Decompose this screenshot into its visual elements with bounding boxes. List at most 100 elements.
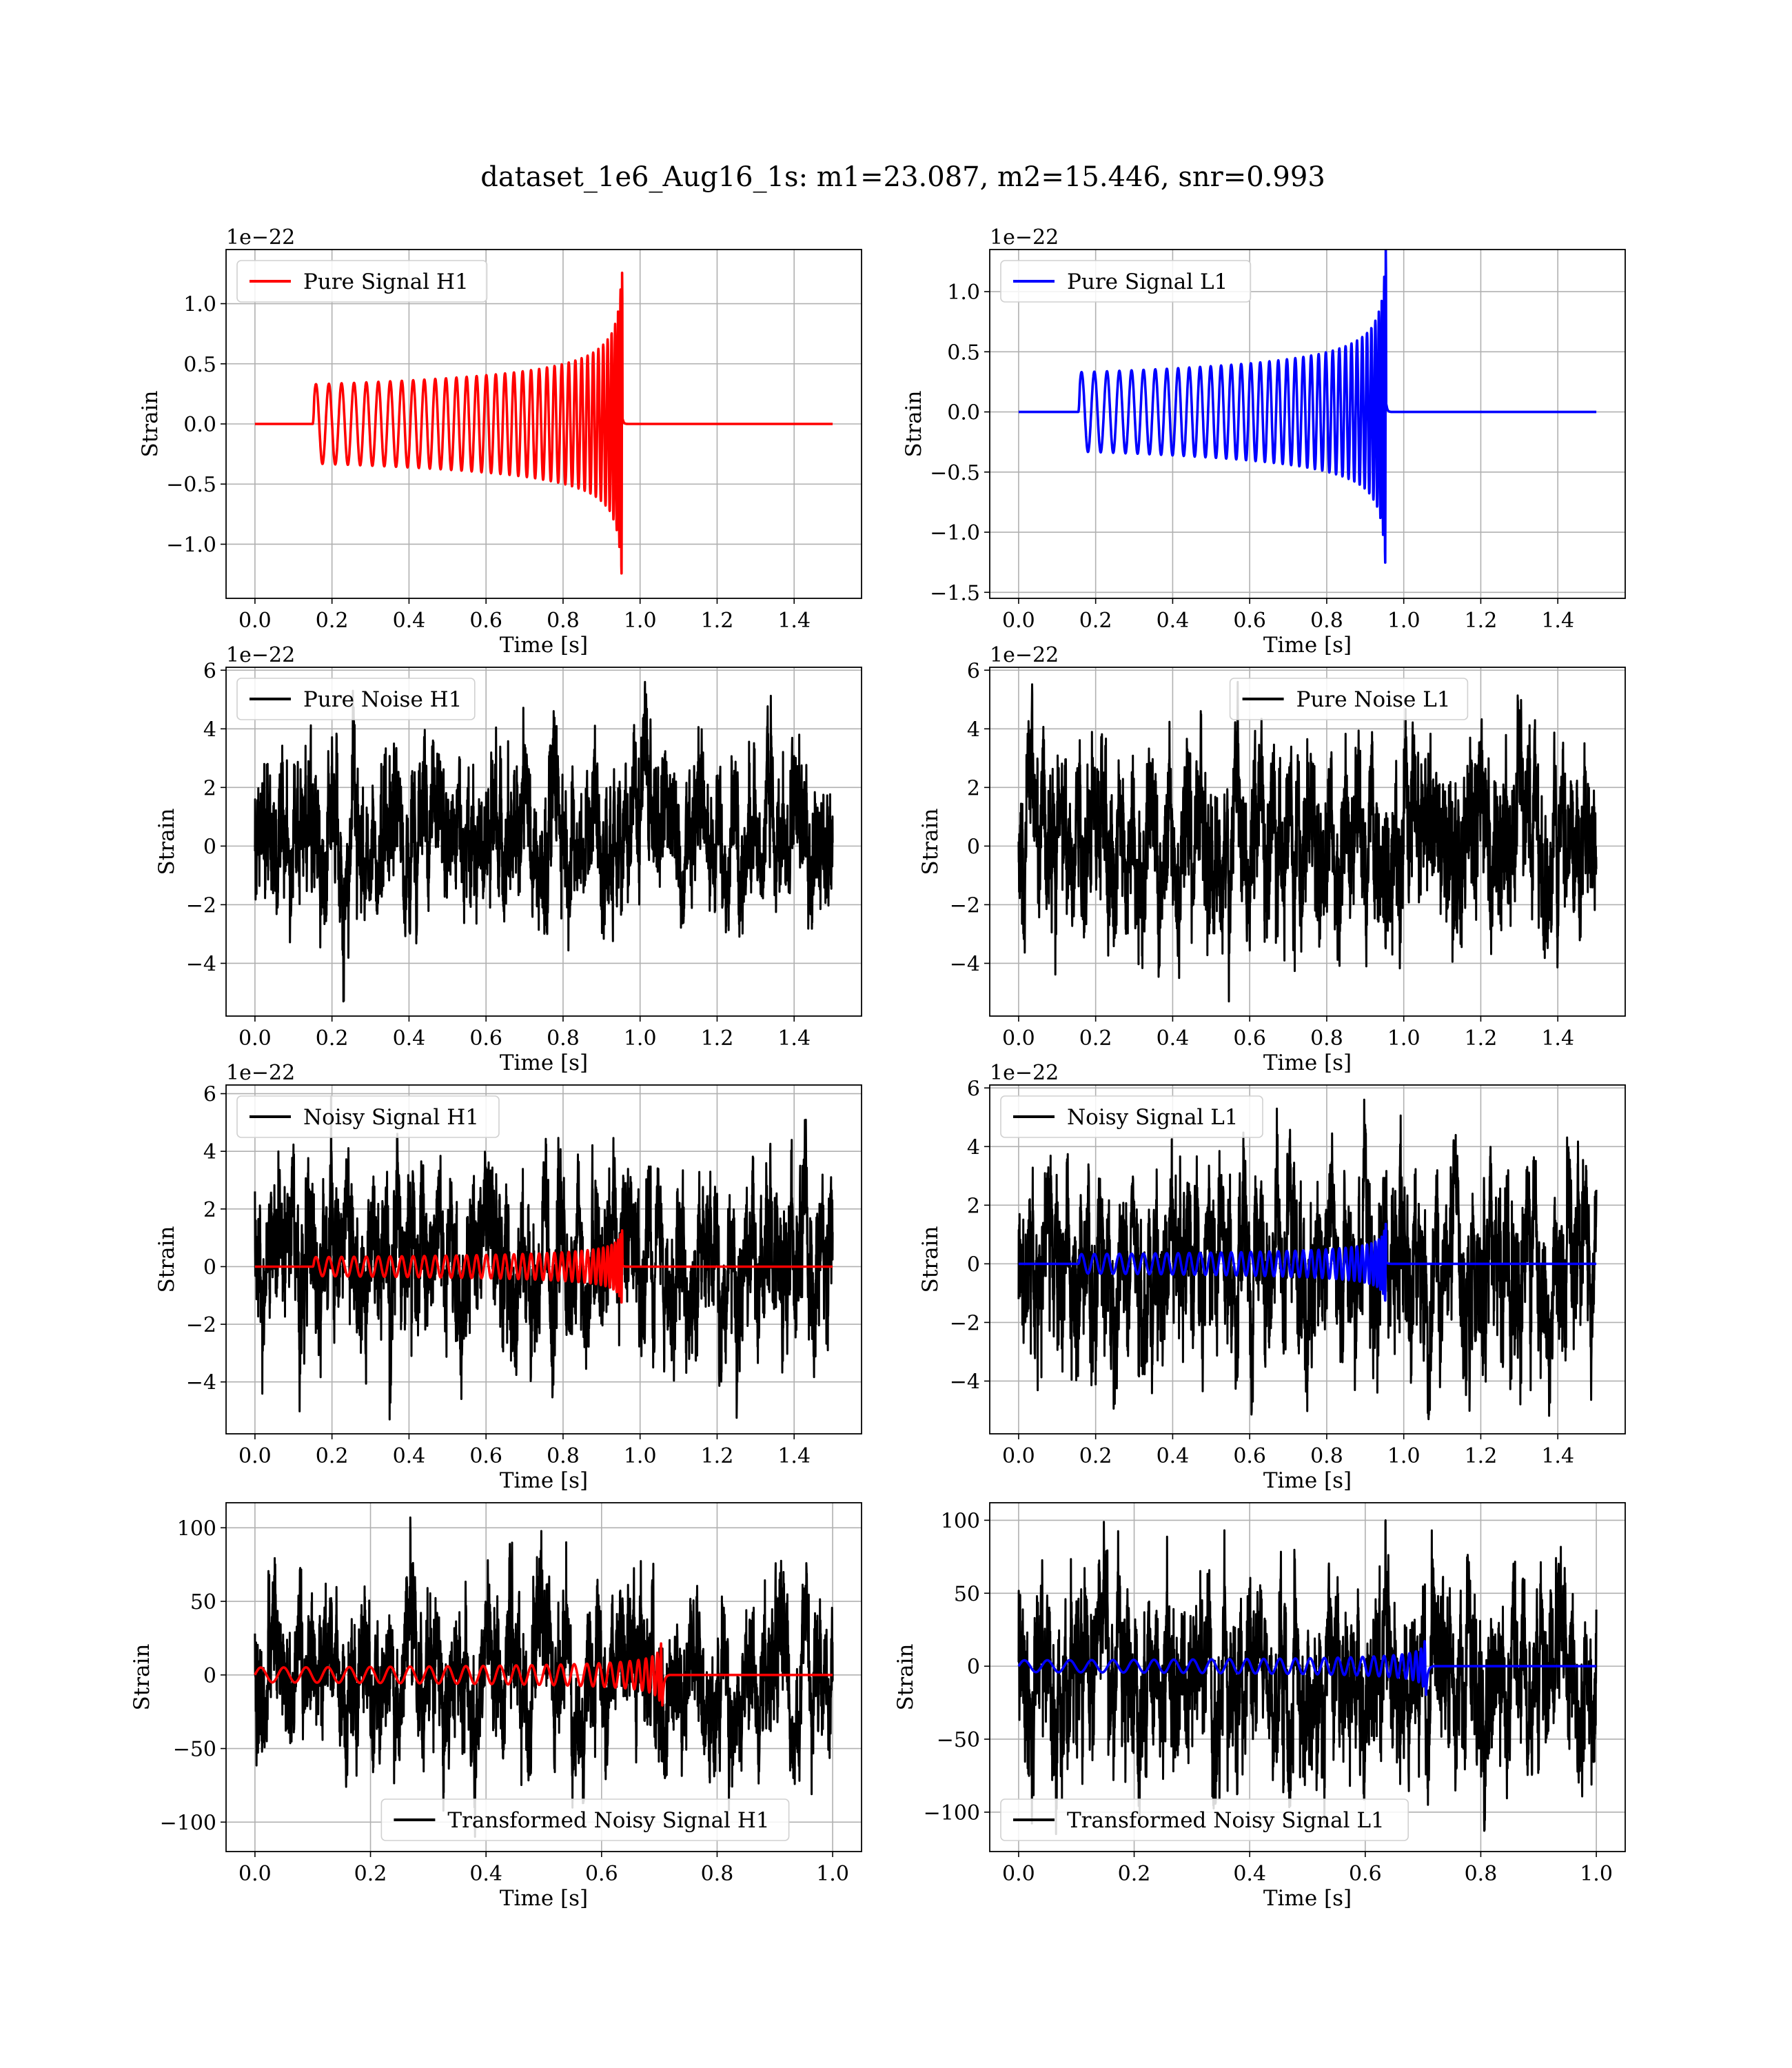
y-tick-label: −50 [937, 1728, 980, 1752]
y-tick-label: −4 [950, 952, 980, 976]
x-tick-label: 0.2 [316, 1026, 349, 1051]
offset-multiplier: 1e−22 [226, 643, 295, 667]
x-tick-label: 1.0 [1580, 1862, 1613, 1886]
series-line-noise [1017, 1519, 1598, 1836]
y-tick-label: 0.0 [947, 401, 980, 425]
x-tick-label: 0.0 [238, 1444, 272, 1468]
x-tick-label: 0.4 [1157, 609, 1190, 633]
plot-area [254, 680, 834, 1003]
axes-frame [989, 667, 1626, 1017]
series-line-signal [254, 272, 834, 575]
legend-box [236, 260, 488, 303]
x-tick-label: 1.4 [1541, 609, 1574, 633]
x-axis-label: Time [s] [500, 1051, 588, 1075]
x-tick-label: 0.2 [1118, 1862, 1151, 1886]
y-tick-label: 0 [967, 1655, 980, 1679]
plot-area [1017, 1519, 1598, 1836]
series-line-signal [1017, 1640, 1598, 1696]
legend: Noisy Signal L1 [1000, 1095, 1263, 1138]
series-line-noise [1017, 1098, 1598, 1421]
x-tick-label: 0.0 [1002, 1444, 1035, 1468]
series-line-noise [254, 1095, 834, 1421]
y-tick-label: −2 [186, 893, 216, 918]
y-tick-label: 0 [203, 1255, 216, 1279]
offset-multiplier: 1e−22 [990, 1061, 1059, 1085]
y-tick-label: 2 [967, 1194, 980, 1218]
x-tick-label: 0.2 [1079, 1026, 1112, 1051]
axis-ticks: 0.0 0.2 0.4 0.6 0.8 1.0 1.2 1.4 −1.5 −1.0 −0.5 0.0 0… [930, 281, 1574, 633]
plot-area [1017, 250, 1598, 564]
y-tick-label: 0.5 [183, 353, 216, 377]
axes-frame [225, 1084, 862, 1435]
x-tick-label: 0.8 [1465, 1862, 1498, 1886]
subplot-noisy-signal-h1: 0.0 0.2 0.4 0.6 0.8 1.0 1.2 1.4 −4 −2 0 2 4 6 Time [s]… [154, 1061, 862, 1493]
y-axis-label: Strain [893, 1644, 918, 1711]
x-tick-label: 0.2 [354, 1862, 387, 1886]
x-tick-label: 0.8 [1310, 1444, 1343, 1468]
y-tick-label: 6 [967, 659, 980, 683]
y-axis-label: Strain [130, 1644, 154, 1711]
x-tick-label: 1.0 [1387, 609, 1421, 633]
x-tick-label: 1.0 [1387, 1026, 1421, 1051]
subplot-transformed-noisy-signal-h1: 0.0 0.2 0.4 0.6 0.8 1.0 −100 −50 0 50 100 Time [s] S… [130, 1502, 862, 1911]
x-tick-label: 0.0 [1002, 609, 1035, 633]
x-tick-label: 1.2 [1465, 1026, 1498, 1051]
x-tick-label: 0.6 [1349, 1862, 1382, 1886]
x-tick-label: 0.8 [547, 609, 580, 633]
y-tick-label: 50 [954, 1582, 980, 1606]
x-tick-label: 0.0 [238, 609, 272, 633]
x-tick-label: 0.4 [1233, 1862, 1266, 1886]
x-axis-label: Time [s] [500, 633, 588, 658]
legend-box [236, 678, 476, 720]
y-tick-label: −0.5 [930, 461, 980, 485]
legend: Noisy Signal H1 [236, 1095, 500, 1138]
x-tick-label: 0.4 [469, 1862, 502, 1886]
x-tick-label: 0.6 [1233, 1026, 1266, 1051]
x-tick-label: 1.0 [624, 1444, 657, 1468]
x-tick-label: 1.4 [777, 1026, 811, 1051]
offset-multiplier: 1e−22 [226, 1061, 295, 1085]
y-tick-label: 4 [967, 1135, 980, 1159]
x-tick-label: 0.8 [1310, 609, 1343, 633]
legend-label: Pure Noise H1 [303, 687, 462, 712]
x-tick-label: 1.0 [816, 1862, 849, 1886]
y-tick-label: 0.0 [183, 413, 216, 437]
y-tick-label: 0 [967, 835, 980, 859]
y-axis-label: Strain [154, 809, 179, 875]
x-tick-label: 0.8 [1310, 1026, 1343, 1051]
x-tick-label: 1.4 [777, 1444, 811, 1468]
x-tick-label: 0.4 [393, 1444, 426, 1468]
subplot-grid: 0.0 0.2 0.4 0.6 0.8 1.0 1.2 1.4 −1.0 −0.5 0.0 0.5 1.… [130, 225, 1626, 1911]
x-tick-label: 0.2 [316, 609, 349, 633]
y-axis-label: Strain [918, 1226, 943, 1293]
y-tick-label: 6 [203, 659, 216, 683]
y-tick-label: −100 [160, 1811, 216, 1835]
x-tick-label: 0.0 [1002, 1026, 1035, 1051]
axes-frame [989, 1502, 1626, 1852]
x-tick-label: 1.2 [701, 1026, 734, 1051]
y-tick-label: −4 [186, 1371, 216, 1395]
y-tick-label: −4 [950, 1370, 980, 1394]
series-line-signal [254, 1229, 834, 1304]
plot-area [254, 1516, 834, 1838]
y-tick-label: −1.0 [930, 521, 980, 545]
x-tick-label: 0.0 [238, 1026, 272, 1051]
x-tick-label: 0.6 [1233, 609, 1266, 633]
subplot-pure-signal-l1: 0.0 0.2 0.4 0.6 0.8 1.0 1.2 1.4 −1.5 −1.0 −0.5 0.0 0… [902, 225, 1626, 658]
x-tick-label: 0.8 [547, 1444, 580, 1468]
axis-ticks: 0.0 0.2 0.4 0.6 0.8 1.0 −100 −50 0 50 100 [160, 1517, 849, 1886]
plot-area [1017, 680, 1598, 1003]
axis-ticks: 0.0 0.2 0.4 0.6 0.8 1.0 1.2 1.4 −4 −2 0 2 4 6 [186, 659, 811, 1051]
x-tick-label: 0.2 [316, 1444, 349, 1468]
x-tick-label: 0.6 [585, 1862, 618, 1886]
x-axis-label: Time [s] [1263, 1051, 1352, 1075]
x-tick-label: 1.2 [1465, 609, 1498, 633]
y-tick-label: −1.5 [930, 581, 980, 605]
y-axis-label: Strain [154, 1226, 179, 1293]
series-line-signal [1017, 1222, 1598, 1302]
y-tick-label: 100 [941, 1509, 980, 1533]
y-tick-label: −4 [186, 952, 216, 976]
y-tick-label: −0.5 [166, 473, 216, 497]
legend: Transformed Noisy Signal H1 [380, 1798, 790, 1841]
x-tick-label: 0.8 [547, 1026, 580, 1051]
